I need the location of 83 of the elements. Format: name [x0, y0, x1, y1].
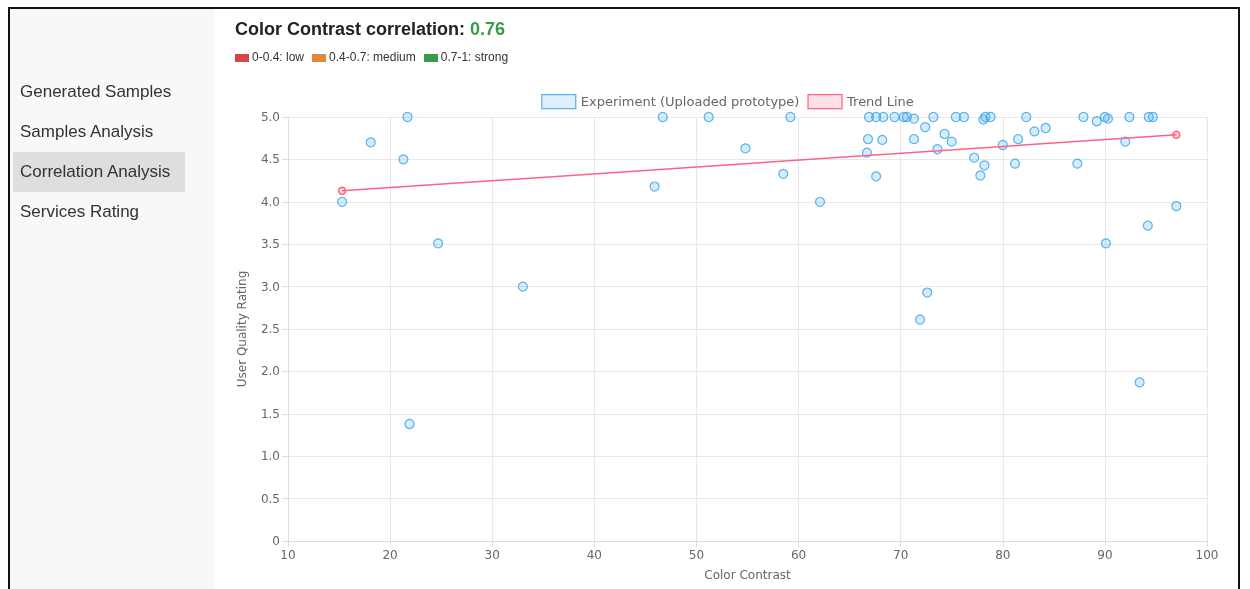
y-tick-label: 1.5 — [260, 406, 280, 421]
point — [914, 314, 926, 325]
point — [1124, 111, 1135, 123]
x-tick-label: 60 — [790, 548, 807, 562]
point — [433, 238, 444, 249]
x-tick-label: 80 — [995, 548, 1011, 562]
point — [862, 133, 874, 145]
point — [1021, 111, 1032, 123]
y-tick-label: 2.5 — [260, 322, 280, 336]
legend-label: Experiment (Uploaded prototype) — [580, 94, 800, 110]
point — [337, 186, 347, 196]
point — [878, 111, 889, 123]
chart-title: Color Contrast correlation: 0.76 — [235, 19, 506, 40]
point — [985, 111, 996, 123]
point — [649, 181, 660, 192]
point — [1172, 130, 1181, 140]
point — [928, 111, 939, 123]
y-tick-label: 2.0 — [260, 364, 280, 379]
point — [814, 196, 826, 207]
point — [889, 111, 900, 123]
point — [398, 154, 409, 165]
point — [922, 287, 933, 298]
point — [920, 122, 931, 133]
point — [979, 160, 990, 171]
point — [703, 111, 714, 123]
x-axis-title: Color Contrast — [704, 568, 791, 582]
x-tick-label: 50 — [688, 548, 705, 562]
text: 0-0.4: low — [251, 50, 305, 64]
point — [908, 113, 920, 124]
y-axis-title: User Quality Rating — [235, 270, 249, 388]
point — [404, 418, 415, 430]
x-tick-label: 40 — [586, 548, 602, 562]
point — [1091, 116, 1102, 127]
point — [337, 196, 348, 207]
text: Generated Samples — [19, 81, 173, 103]
x-tick-label: 10 — [280, 548, 296, 562]
point — [877, 134, 888, 145]
x-tick-label: 90 — [1097, 548, 1113, 562]
point — [365, 137, 376, 148]
text: 0.4-0.7: medium — [328, 50, 416, 64]
point — [939, 128, 950, 140]
point — [402, 111, 413, 123]
y-tick-label: 1.0 — [260, 449, 280, 464]
y-tick-label: 3.5 — [260, 237, 280, 252]
y-tick-label: 0.5 — [260, 491, 280, 506]
point — [1009, 158, 1021, 169]
point — [908, 133, 920, 145]
point — [740, 143, 751, 154]
y-tick-label: 5.0 — [260, 110, 280, 124]
x-tick-label: 100 — [1195, 548, 1219, 562]
x-tick-label: 20 — [382, 548, 398, 562]
y-tick-label: 3.0 — [260, 279, 280, 294]
point — [778, 168, 789, 179]
point — [946, 136, 957, 147]
point — [785, 111, 796, 123]
legend-label: Trend Line — [846, 94, 914, 110]
point — [657, 111, 668, 123]
point — [517, 281, 528, 292]
text: Services Rating — [19, 201, 141, 223]
point — [1134, 377, 1145, 388]
y-tick-label: 4.0 — [260, 194, 280, 209]
x-tick-label: 30 — [484, 548, 500, 562]
point — [1029, 126, 1040, 137]
point — [1142, 220, 1153, 231]
point — [1040, 122, 1051, 134]
y-tick-label: 0 — [272, 534, 280, 548]
point — [1102, 113, 1114, 124]
text: 0.7-1: strong — [439, 50, 509, 64]
point — [1072, 158, 1083, 169]
point — [871, 171, 882, 182]
point — [975, 170, 986, 181]
point — [958, 111, 970, 123]
point — [1013, 133, 1024, 145]
point — [1100, 238, 1112, 249]
text: Correlation Analysis — [13, 152, 185, 192]
x-tick-label: 70 — [893, 548, 909, 562]
point — [950, 111, 961, 123]
point — [1078, 111, 1089, 123]
point — [1171, 200, 1182, 212]
point — [969, 152, 980, 163]
text: Samples Analysis — [19, 121, 155, 143]
point — [1147, 111, 1158, 123]
y-tick-label: 4.5 — [260, 152, 280, 167]
